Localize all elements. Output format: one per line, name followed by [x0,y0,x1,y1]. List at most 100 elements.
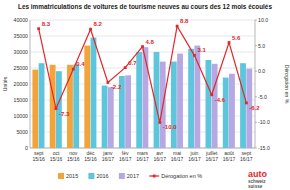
y2-tick-label: 10.0 [258,17,268,23]
y2-axis [255,20,256,148]
bar [240,63,246,148]
legend-label: Dérogation en % [161,173,202,179]
x-tick-label-line: 16/17 [171,156,184,162]
bar [108,87,114,148]
marker [158,121,161,124]
marker [141,45,144,48]
y-tick-label: 25000 [14,65,29,71]
bar [39,63,45,148]
legend-label: 2016 [96,173,108,179]
data-label: -10.0 [163,124,177,130]
line [39,26,247,122]
legend-swatch [149,175,159,176]
plot-marks [32,25,252,148]
marker [176,25,179,28]
data-label: -7.3 [59,111,70,117]
x-tick-label-line: 16/17 [205,156,218,162]
x-tick-label-line: 15/16 [67,156,80,162]
bar [73,64,79,148]
data-label: -2.2 [111,84,122,90]
marker [37,27,40,30]
x-tick-label: juin16/17 [188,150,201,162]
bar [188,49,194,148]
bar [136,52,142,148]
marker [228,41,231,44]
x-tick-label-line: 15/16 [50,156,63,162]
x-tick-label-line: 16/17 [136,156,149,162]
bar [84,46,90,148]
bar [102,86,108,148]
bar [229,74,235,148]
y-tick-label: 15000 [14,97,29,103]
x-tick-label-line: 16/17 [119,156,132,162]
logo-text: auto [248,169,268,179]
chart: Les immatriculations de voitures de tour… [0,0,290,190]
marker [89,28,92,31]
y-tick-label: 20000 [14,81,29,87]
x-tick-label-line: 16/17 [154,156,167,162]
x-tick-label: sept16/17 [240,150,253,162]
data-label: 4.8 [146,39,155,45]
grid-line [30,36,255,37]
y2-tick-label: -15.0 [258,145,270,151]
bar [212,64,218,148]
x-tick-label: déc15/16 [84,150,97,162]
legend-swatch [88,173,94,179]
legend-swatch [119,173,125,179]
y-tick-label: 35000 [14,33,29,39]
data-label: 3.1 [197,47,206,53]
x-tick-label: mars16/17 [136,150,149,162]
x-tick-label: mai16/17 [171,150,184,162]
marker [193,54,196,57]
bar [206,60,212,148]
data-label: 0.7 [128,60,137,66]
x-tick-label: avr16/17 [154,150,167,162]
data-label: 8.2 [94,21,103,27]
data-label: 8.3 [42,21,51,27]
legend-label: 2015 [66,173,78,179]
bar [143,47,149,148]
x-tick-label-line: 16/17 [240,156,253,162]
bar [50,65,56,148]
bar [171,62,177,148]
x-tick-label: oct15/16 [50,150,63,162]
bar [177,54,183,148]
logo-box [246,168,288,188]
x-tick-label: août16/17 [223,150,236,162]
bar [125,75,131,148]
x-tick-label: sept15/16 [32,150,45,162]
y-axis-label: Unités [2,76,8,91]
marker [245,102,248,105]
y-tick-label: 40000 [14,17,29,23]
marker [124,66,127,69]
x-tick-label: nov15/16 [67,150,80,162]
marker [106,81,109,84]
y2-axis-label: Dérogation en % [284,65,290,104]
x-tick-label-line: 16/17 [223,156,236,162]
marker [72,68,75,71]
marker [210,93,213,96]
x-tick-label: juillet16/17 [205,150,218,162]
data-label: 5.6 [232,35,241,41]
legend-marker [153,175,156,178]
data-label: -6.2 [249,105,260,111]
bar [32,70,38,148]
data-label: 8.8 [180,18,189,24]
y-axis [30,20,31,148]
data-label: 0.4 [76,61,85,67]
grid-line [30,20,255,21]
legend-label: 2017 [127,173,139,179]
legend-swatch [58,173,64,179]
data-labels: 8.3-7.30.48.2-2.20.74.8-10.08.83.1-4.65.… [42,18,261,130]
y2-tick-label: 5.0 [258,43,265,49]
y-tick-label: 30000 [14,49,29,55]
logo-text: suisse [248,184,263,189]
x-tick-label-line: 15/16 [84,156,97,162]
bar [223,78,229,148]
x-tick-label: janv16/17 [102,150,115,162]
x-tick-label-line: 15/16 [32,156,45,162]
y-tick-label: 0 [25,145,28,151]
x-tick-label-line: 16/17 [188,156,201,162]
y-tick-label: 10000 [14,113,29,119]
bar [91,38,97,148]
